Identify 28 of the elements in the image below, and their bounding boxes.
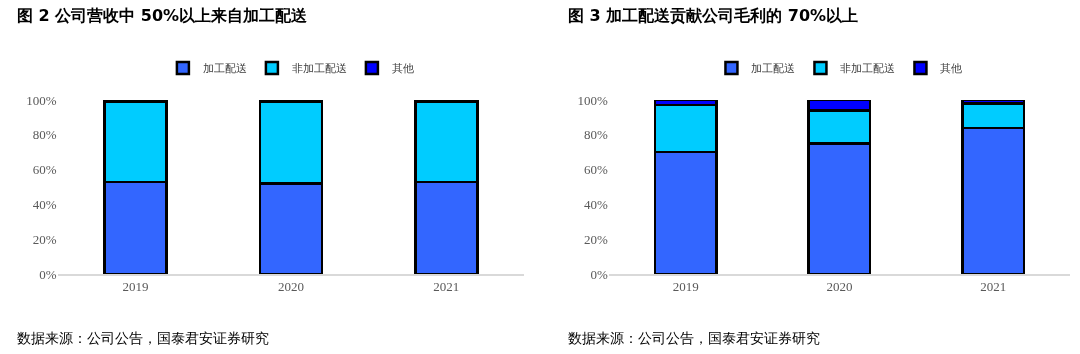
x-tick-label: 2021 (433, 279, 460, 295)
y-tick-label: 100% (577, 92, 609, 108)
y-tick-label: 100% (26, 92, 57, 108)
y-tick-label: 80% (32, 127, 57, 143)
y-tick-label: 40% (584, 196, 609, 212)
y-tick-label: 20% (32, 231, 57, 247)
chart-title: 图 3 加工配送贡献公司毛利的 70%以上 (568, 6, 859, 25)
legend-label: 非加工配送 (840, 62, 896, 76)
legend-label: 加工配送 (202, 62, 247, 76)
x-tick-label: 2019 (122, 279, 149, 295)
source-note: 数据来源：公司公告，国泰君安证券研究 (17, 330, 269, 346)
legend-label: 其他 (940, 62, 963, 76)
y-tick-label: 20% (584, 231, 609, 247)
y-tick-label: 60% (584, 162, 609, 178)
chart-title: 图 2 公司营收中 50%以上来自加工配送 (17, 6, 308, 25)
y-tick-label: 0% (39, 266, 57, 282)
legend-label: 其他 (391, 62, 414, 76)
x-tick-label: 2021 (980, 279, 1007, 295)
source-note: 数据来源：公司公告，国泰君安证券研究 (568, 330, 820, 346)
y-tick-label: 40% (32, 196, 57, 212)
y-tick-label: 60% (32, 162, 57, 178)
x-tick-label: 2020 (826, 279, 853, 295)
legend-label: 加工配送 (751, 62, 796, 76)
y-tick-label: 0% (590, 266, 609, 282)
x-tick-label: 2019 (672, 279, 699, 295)
x-tick-label: 2020 (277, 279, 304, 295)
legend-label: 非加工配送 (291, 62, 347, 76)
y-tick-label: 80% (584, 127, 609, 143)
